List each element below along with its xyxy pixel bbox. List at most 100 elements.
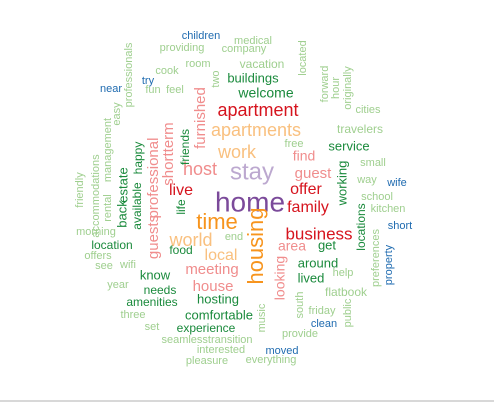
word-rental: rental bbox=[102, 194, 114, 222]
word-hour: hour bbox=[330, 77, 342, 99]
word-stay: stay bbox=[230, 158, 274, 185]
word-travelers: travelers bbox=[337, 122, 383, 136]
word-south: south bbox=[294, 292, 306, 319]
word-school: school bbox=[361, 191, 393, 203]
word-amenities: amenities bbox=[126, 295, 177, 309]
word-interested: interested bbox=[197, 344, 245, 356]
word-house: house bbox=[193, 278, 234, 295]
bottom-divider bbox=[0, 400, 494, 402]
word-find: find bbox=[293, 148, 316, 164]
word-moved: moved bbox=[265, 345, 298, 357]
word-service: service bbox=[328, 138, 369, 153]
word-wife: wife bbox=[386, 177, 407, 189]
word-guest: guest bbox=[295, 165, 333, 182]
word-life: life bbox=[174, 199, 188, 215]
word-morning: morning bbox=[76, 226, 116, 238]
word-guests: guests bbox=[145, 215, 162, 259]
word-furnished: furnished bbox=[192, 87, 209, 149]
word-world: world bbox=[168, 230, 212, 250]
word-professional: professional bbox=[145, 138, 162, 219]
word-live: live bbox=[169, 182, 193, 199]
word-vacation: vacation bbox=[240, 57, 285, 71]
word-three: three bbox=[120, 309, 145, 321]
word-local: local bbox=[205, 247, 238, 264]
word-property: property bbox=[383, 244, 395, 285]
word-comfortable: comfortable bbox=[185, 307, 253, 322]
word-friends: friends bbox=[178, 129, 192, 165]
word-locations: locations bbox=[354, 203, 368, 250]
word-offer: offer bbox=[290, 181, 322, 198]
word-know: know bbox=[140, 267, 171, 282]
word-management: management bbox=[102, 118, 114, 182]
word-looking: looking bbox=[272, 256, 288, 300]
word-meeting: meeting bbox=[185, 261, 238, 278]
word-housing: housing bbox=[243, 207, 268, 284]
word-welcome: welcome bbox=[237, 85, 293, 101]
word-free: free bbox=[285, 138, 304, 150]
word-help: help bbox=[333, 267, 354, 279]
word-food: food bbox=[169, 243, 192, 257]
word-pleasure: pleasure bbox=[186, 355, 228, 367]
word-hosting: hosting bbox=[197, 291, 239, 306]
word-set: set bbox=[145, 321, 160, 333]
word-way: way bbox=[356, 174, 377, 186]
word-two: two bbox=[210, 70, 222, 87]
word-time: time bbox=[196, 209, 238, 234]
word-apartment: apartment bbox=[217, 100, 298, 120]
word-happy: happy bbox=[131, 142, 145, 175]
word-flatbook: flatbook bbox=[325, 285, 368, 299]
word-small: small bbox=[360, 157, 386, 169]
word-see: see bbox=[95, 260, 113, 272]
word-host: host bbox=[183, 159, 217, 179]
word-public: public bbox=[342, 298, 354, 327]
word-shortterm: shortterm bbox=[160, 122, 177, 185]
word-preferences: preferences bbox=[370, 228, 382, 287]
word-provide: provide bbox=[282, 328, 318, 340]
word-room: room bbox=[185, 58, 210, 70]
word-providing: providing bbox=[160, 42, 205, 54]
word-apartments: apartments bbox=[211, 120, 301, 140]
word-available: available bbox=[130, 182, 144, 230]
word-buildings: buildings bbox=[227, 70, 279, 85]
word-year: year bbox=[107, 279, 129, 291]
word-work: work bbox=[217, 142, 257, 162]
word-originally: originally bbox=[342, 66, 354, 110]
word-back: back bbox=[114, 200, 129, 228]
word-friendly: friendly bbox=[74, 172, 86, 208]
word-feel: feel bbox=[166, 84, 184, 96]
word-music: music bbox=[256, 303, 268, 332]
word-needs: needs bbox=[144, 283, 177, 297]
word-lived: lived bbox=[298, 270, 325, 285]
word-end: end bbox=[225, 231, 243, 243]
word-medical: medical bbox=[234, 35, 272, 47]
word-estate: estate bbox=[115, 167, 130, 202]
word-area: area bbox=[278, 238, 306, 254]
word-location: location bbox=[91, 238, 132, 252]
word-cook: cook bbox=[155, 65, 179, 77]
word-forward: forward bbox=[319, 66, 331, 103]
word-wifi: wifi bbox=[119, 259, 136, 271]
word-short: short bbox=[388, 220, 412, 232]
word-everything: everything bbox=[246, 354, 297, 366]
word-located: located bbox=[297, 40, 309, 75]
word-clean: clean bbox=[311, 318, 337, 330]
word-friday: friday bbox=[309, 305, 336, 317]
word-business: business bbox=[285, 224, 352, 243]
word-children: children bbox=[182, 30, 221, 42]
word-accommodations: accommodations bbox=[90, 154, 102, 238]
word-offers: offers bbox=[84, 250, 112, 262]
word-professionals: professionals bbox=[123, 42, 135, 107]
word-around: around bbox=[298, 255, 338, 270]
word-near: near bbox=[100, 83, 122, 95]
word-get: get bbox=[318, 237, 336, 252]
word-kitchen: kitchen bbox=[371, 203, 406, 215]
word-experience: experience bbox=[177, 321, 236, 335]
word-home: home bbox=[215, 186, 285, 217]
word-seamlesstransition: seamlesstransition bbox=[161, 334, 252, 346]
word-company: company bbox=[222, 43, 267, 55]
word-working: working bbox=[334, 161, 349, 207]
word-cities: cities bbox=[355, 104, 381, 116]
word-easy: easy bbox=[111, 102, 123, 126]
